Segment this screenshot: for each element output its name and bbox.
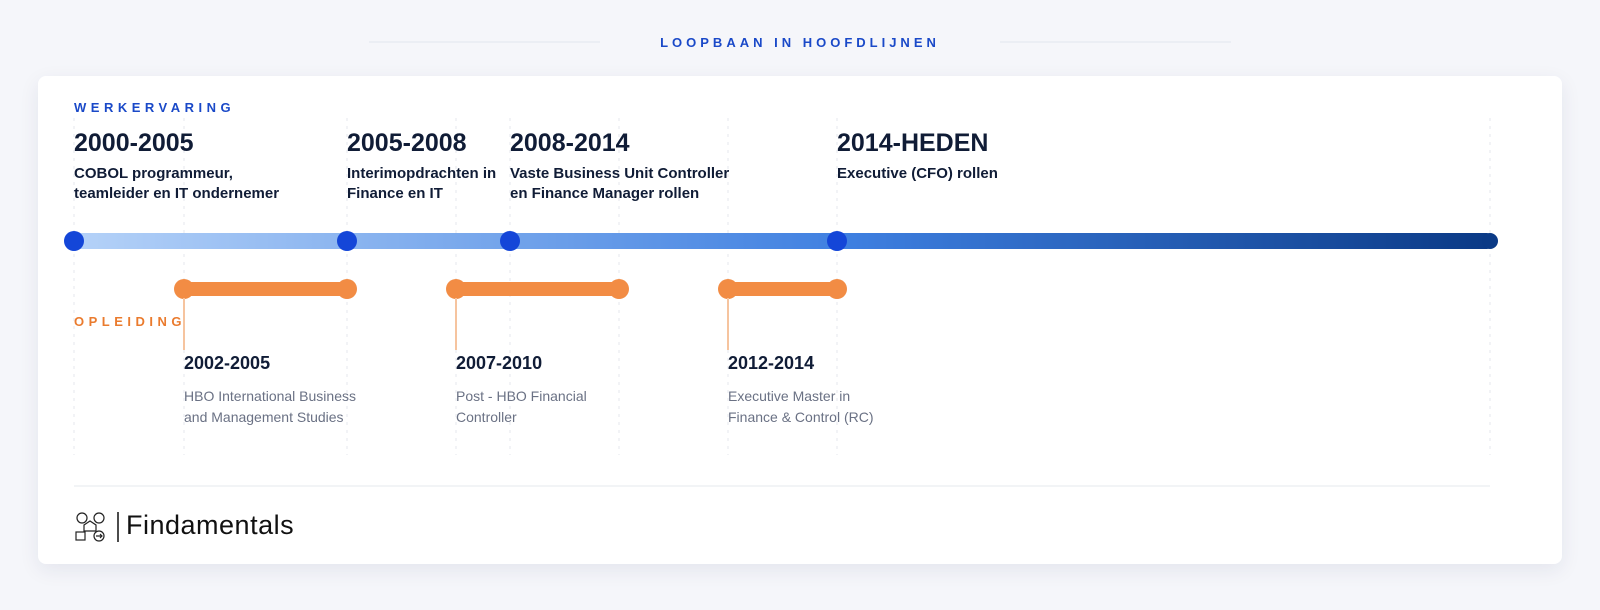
education-period: 2012-2014: [728, 353, 815, 373]
logo-icon: [75, 512, 105, 542]
work-track: [74, 233, 1490, 249]
card: [38, 76, 1562, 564]
work-period: 2008-2014: [510, 129, 630, 157]
line: and Management Studies: [184, 409, 344, 425]
education-text: Post - HBO Financial Controller: [456, 386, 587, 428]
line: teamleider en IT ondernemer: [74, 185, 280, 202]
line: Executive (CFO) rollen: [837, 165, 998, 182]
line: COBOL programmeur,: [74, 165, 233, 182]
work-text: Interimopdrachten in Finance en IT: [347, 164, 496, 204]
education-period: 2002-2005: [184, 353, 271, 373]
education-stems: [183, 298, 729, 350]
line: HBO International Business: [184, 388, 356, 404]
work-text: COBOL programmeur, teamleider en IT onder…: [74, 164, 279, 204]
education-text: HBO International Business and Management…: [184, 386, 356, 428]
line: Finance en IT: [347, 185, 443, 202]
page-title: LOOPBAAN IN HOOFDLIJNEN: [660, 35, 940, 50]
work-period: 2000-2005: [74, 129, 194, 157]
line: Post - HBO Financial: [456, 388, 587, 404]
line: en Finance Manager rollen: [510, 185, 700, 202]
line: Controller: [456, 409, 517, 425]
work-text: Vaste Business Unit Controller en Finance…: [510, 164, 729, 204]
work-dots: [64, 231, 1498, 251]
education-text: Executive Master in Finance & Control (RC…: [728, 386, 874, 428]
line: Vaste Business Unit Controller: [510, 165, 730, 182]
work-period: 2005-2008: [347, 129, 467, 157]
line: Interimopdrachten in: [347, 165, 497, 182]
work-period: 2014-HEDEN: [837, 129, 989, 157]
line: Executive Master in: [728, 388, 851, 404]
line: Finance & Control (RC): [728, 409, 874, 425]
section-label: OPLEIDING: [74, 314, 187, 329]
section-label: WERKERVARING: [74, 100, 236, 115]
brand: Findamentals: [126, 510, 295, 540]
education-period: 2007-2010: [456, 353, 543, 373]
education-bars: [174, 279, 847, 299]
work-text: Executive (CFO) rollen: [837, 164, 998, 184]
